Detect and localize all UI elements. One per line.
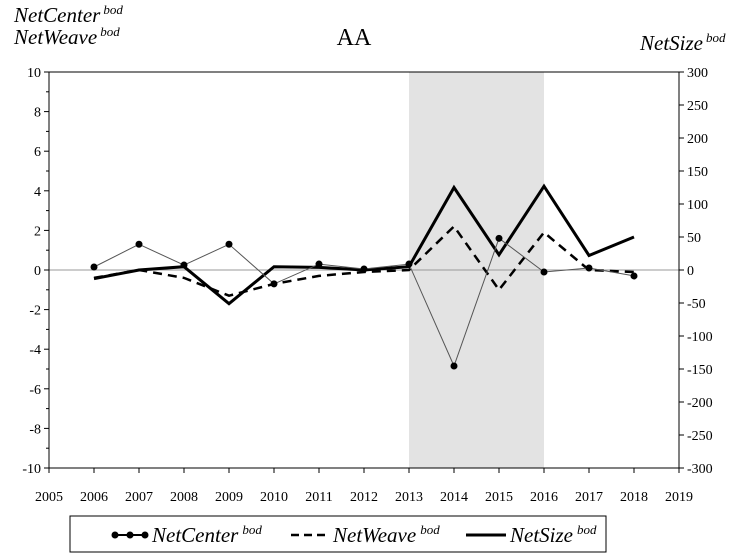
x-tick-label: 2012 [350, 490, 378, 505]
y-right-label-main: NetSize [639, 31, 703, 55]
y-right-tick-label: -50 [687, 297, 706, 312]
series-netcenter-point [360, 265, 368, 273]
series-netsize-line [93, 183, 635, 306]
y-left-label-netweave-main: NetWeave [13, 25, 97, 49]
series-netcenter-point [495, 234, 503, 242]
x-tick-label: 2018 [620, 490, 648, 505]
y-right-tick-label: 50 [687, 231, 701, 246]
series-netcenter-point [315, 260, 323, 268]
y-right-tick-label: -150 [687, 363, 713, 378]
legend-netweave-label: NetWeave bod [332, 522, 440, 547]
legend-netcenter-marker [111, 531, 119, 539]
y-left-tick-label: -8 [29, 422, 41, 437]
y-left-label-netweave-sup: bod [100, 24, 120, 39]
y-right-tick-label: -100 [687, 330, 713, 345]
x-tick-label: 2015 [485, 490, 513, 505]
y-right-label: NetSize bod [639, 30, 726, 55]
y-left-label-netcenter-main: NetCenter [13, 3, 101, 27]
x-tick-label: 2010 [260, 490, 288, 505]
y-right-tick-label: 100 [687, 198, 708, 213]
y-left-tick-label: 0 [34, 264, 41, 279]
series-layer [90, 183, 638, 370]
y-left-label-netcenter-sup: bod [103, 2, 123, 17]
y-right-tick-label: 150 [687, 165, 708, 180]
x-tick-label: 2017 [575, 490, 603, 505]
y-right-tick-label: 300 [687, 66, 708, 81]
y-right-tick-label: 250 [687, 99, 708, 114]
y-left-tick-label: 10 [27, 66, 41, 81]
y-left-tick-label: 6 [34, 145, 41, 160]
x-tick-label: 2013 [395, 490, 423, 505]
y-right-tick-label: 0 [687, 264, 694, 279]
series-netcenter-point [540, 268, 548, 276]
legend-netsize-label: NetSize bod [509, 522, 597, 547]
legend-box [69, 515, 607, 553]
x-tick-label: 2009 [215, 490, 243, 505]
y-right-tick-label: -300 [687, 462, 713, 477]
legend: NetCenter bod NetWeave bod NetSize bod [69, 515, 607, 553]
chart-title: AA [337, 25, 372, 51]
x-tick-label: 2007 [125, 490, 153, 505]
x-tick-label: 2005 [35, 490, 63, 505]
legend-netcenter-marker [141, 531, 149, 539]
y-left-tick-label: -10 [22, 462, 41, 477]
x-tick-label: 2011 [305, 490, 332, 505]
y-left-tick-label: 2 [34, 224, 41, 239]
y-left-tick-label: 8 [34, 106, 41, 121]
series-netcenter-point [630, 272, 638, 280]
x-tick-label: 2008 [170, 490, 198, 505]
series-netcenter-point [90, 263, 98, 271]
y-right-tick-label: -250 [687, 429, 713, 444]
series-netcenter-point [135, 240, 143, 248]
x-tick-label: 2016 [530, 490, 558, 505]
x-axis: 2005 2006 2007 2008 2009 2010 2011 2012 2013 2014… [35, 468, 693, 505]
y-left-tick-label: -2 [29, 304, 41, 319]
y-right-label-sup: bod [706, 30, 726, 45]
y-left-tick-label: -6 [29, 383, 41, 398]
y-left-axis: -10 -8 -6 -4 -2 0 2 4 6 8 10 [22, 66, 49, 477]
legend-netcenter-label: NetCenter bod [151, 522, 262, 547]
y-right-tick-label: 200 [687, 132, 708, 147]
y-left-label-netcenter: NetCenter bod [13, 2, 123, 27]
series-netcenter-point [225, 240, 233, 248]
y-left-tick-label: -4 [29, 343, 41, 358]
x-tick-label: 2019 [665, 490, 693, 505]
series-netcenter-point [180, 261, 188, 269]
y-right-tick-label: -200 [687, 396, 713, 411]
legend-netcenter-marker [126, 531, 134, 539]
series-netcenter-point [450, 362, 458, 370]
series-netcenter-line [93, 237, 635, 368]
series-netcenter-point [405, 260, 413, 268]
x-tick-label: 2006 [80, 490, 108, 505]
y-left-label-netweave: NetWeave bod [13, 24, 120, 49]
y-right-axis: -300 -250 -200 -150 -100 -50 0 50 100 150 200 250 30… [679, 66, 713, 477]
series-netcenter-point [585, 264, 593, 272]
x-tick-label: 2014 [440, 490, 468, 505]
y-left-tick-label: 4 [34, 185, 41, 200]
series-netcenter-point [270, 280, 278, 288]
